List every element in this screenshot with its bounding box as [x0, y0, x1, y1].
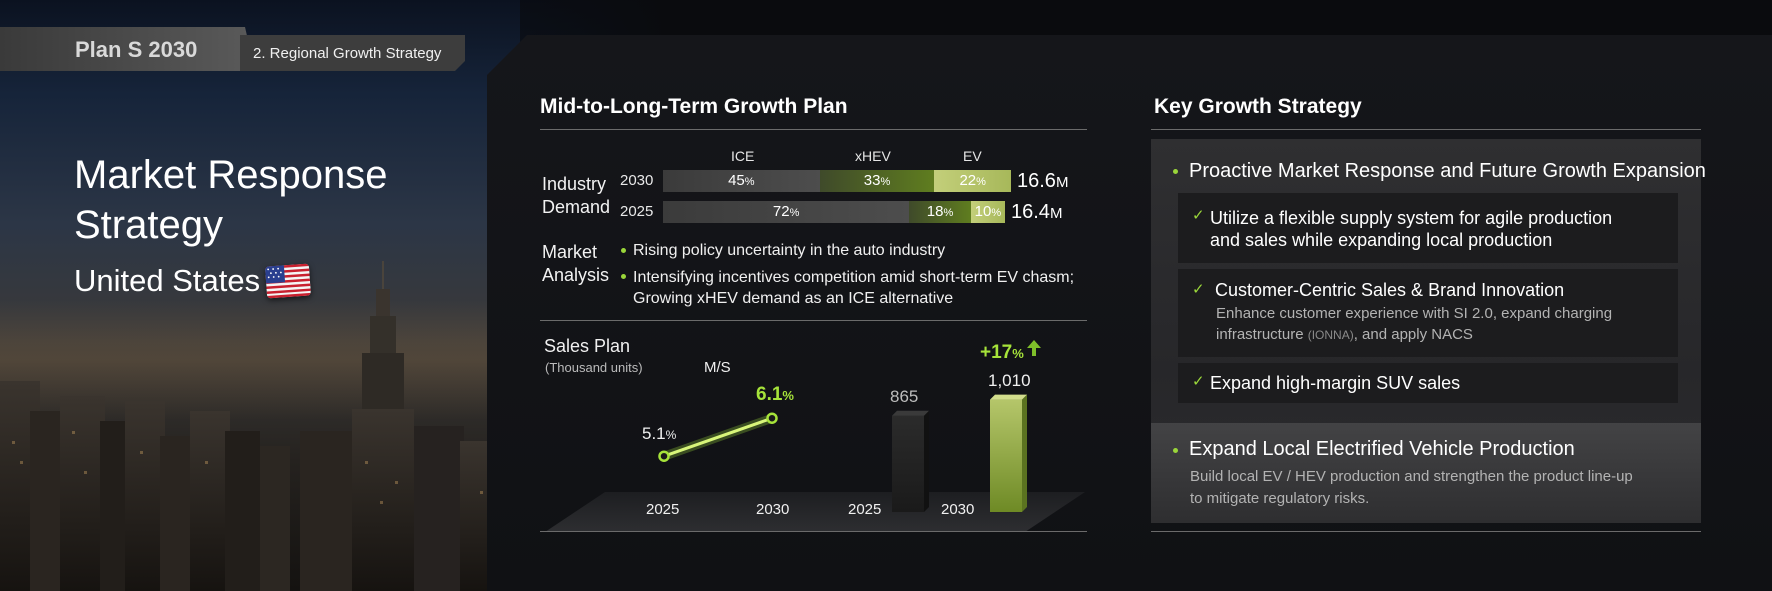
market-divider — [540, 320, 1087, 321]
industry-demand-label-2: Demand — [542, 197, 611, 217]
strategy-point-2-sub: to mitigate regulatory risks. — [1190, 490, 1370, 507]
demand-bar-2025: 72% 18% 10% — [663, 201, 1005, 223]
industry-demand-label-1: Industry — [542, 174, 607, 194]
demand-total-2025: 16.4M — [1011, 201, 1063, 223]
strategy-item-sub: infrastructure (IONNA), and apply NACS — [1216, 326, 1473, 343]
bar-segment-ice: 45% — [663, 170, 820, 192]
bullet-dot — [621, 274, 626, 279]
bullet-dot — [1173, 169, 1178, 174]
strategy-item-line: Utilize a flexible supply system for agi… — [1210, 208, 1613, 228]
x-tick-label: 2030 — [756, 501, 790, 518]
sales-bar-2025 — [892, 415, 924, 512]
col-xhev: xHEV — [855, 148, 891, 164]
bar-segment-ice: 72% — [663, 201, 910, 223]
list-item: Intensifying incentives competition amid… — [633, 269, 1075, 286]
x-tick-label: 2030 — [941, 501, 975, 518]
arrow-up-icon — [1027, 340, 1041, 356]
bullet-dot — [621, 248, 626, 253]
sales-bar-side-2030 — [1022, 394, 1027, 512]
strategy-item-sub: Enhance customer experience with SI 2.0,… — [1216, 305, 1613, 322]
strategy-item — [1178, 193, 1678, 263]
sales-bar-chart — [892, 394, 1027, 512]
check-icon: ✓ — [1192, 281, 1205, 298]
sales-plan-title: Sales Plan — [544, 336, 631, 356]
key-strategy-box-lower — [1151, 423, 1701, 523]
sales-bar-top-2025 — [892, 410, 929, 416]
row-year: 2025 — [620, 203, 654, 220]
us-flag-icon — [264, 263, 312, 299]
demand-total-2030: 16.6M — [1017, 170, 1069, 192]
sales-growth-label: +17% — [980, 342, 1024, 363]
page-title: Market Response Strategy — [74, 153, 388, 247]
growth-plan-title: Mid-to-Long-Term Growth Plan — [540, 95, 848, 118]
plan-tag — [0, 27, 255, 71]
list-item: Rising policy uncertainty in the auto in… — [633, 242, 946, 259]
strategy-item — [1178, 269, 1678, 357]
growth-plan-divider — [540, 129, 1087, 130]
check-icon: ✓ — [1192, 207, 1205, 224]
market-analysis-label-2: Analysis — [542, 265, 610, 285]
row-year: 2030 — [620, 172, 654, 189]
strategy-point-2: Expand Local Electrified Vehicle Product… — [1189, 438, 1575, 460]
sales-bar-top-2030 — [990, 394, 1027, 400]
strategy-item — [1178, 363, 1678, 403]
key-strategy-bottom-divider — [1151, 531, 1701, 532]
sales-plan-unit: (Thousand units) — [545, 360, 643, 375]
city-skyline-image — [0, 261, 520, 591]
strategy-point-2-sub: Build local EV / HEV production and stre… — [1190, 468, 1633, 485]
bar-segment-ev: 22% — [934, 170, 1011, 192]
check-icon: ✓ — [1192, 373, 1205, 390]
ms-value-2025: 5.1% — [642, 424, 677, 444]
strategy-item-title: Expand high-margin SUV sales — [1210, 373, 1461, 393]
bullet-dot — [1173, 448, 1178, 453]
ms-point-2030 — [766, 412, 778, 424]
chart-bottom-divider — [540, 531, 1087, 532]
col-ev: EV — [963, 148, 982, 164]
sales-bar-side-2025 — [924, 410, 929, 512]
plan-tag-label: Plan S 2030 — [75, 37, 198, 62]
bar-value-label: 1,010 — [988, 370, 1031, 390]
market-share-label: M/S — [704, 359, 731, 376]
demand-bar-2030: 45% 33% 22% — [663, 170, 1011, 192]
ms-value-2030: 6.1% — [756, 384, 794, 406]
strategy-item-line: and sales while expanding local producti… — [1210, 230, 1553, 250]
section-tag-label: 2. Regional Growth Strategy — [253, 45, 442, 62]
col-ice: ICE — [731, 148, 755, 164]
strategy-point-1: Proactive Market Response and Future Gro… — [1189, 160, 1706, 182]
bar-value-label: 865 — [890, 386, 919, 406]
section-tag — [240, 35, 465, 71]
sales-bar-2030 — [990, 399, 1022, 512]
market-analysis-label-1: Market — [542, 242, 598, 262]
country-label: United States — [74, 263, 261, 298]
x-tick-label: 2025 — [646, 501, 680, 518]
market-share-line-chart — [658, 412, 778, 462]
ms-point-2025 — [658, 450, 670, 462]
x-tick-label: 2025 — [848, 501, 882, 518]
ms-line — [663, 416, 773, 458]
list-item: Growing xHEV demand as an ICE alternativ… — [633, 290, 954, 307]
bar-segment-ev: 10% — [970, 201, 1005, 223]
bar-segment-xhev: 33% — [819, 170, 935, 192]
strategy-item-title: Customer-Centric Sales & Brand Innovatio… — [1215, 280, 1565, 300]
key-strategy-divider — [1151, 129, 1701, 130]
bar-segment-xhev: 18% — [909, 201, 971, 223]
key-strategy-title: Key Growth Strategy — [1154, 95, 1362, 118]
